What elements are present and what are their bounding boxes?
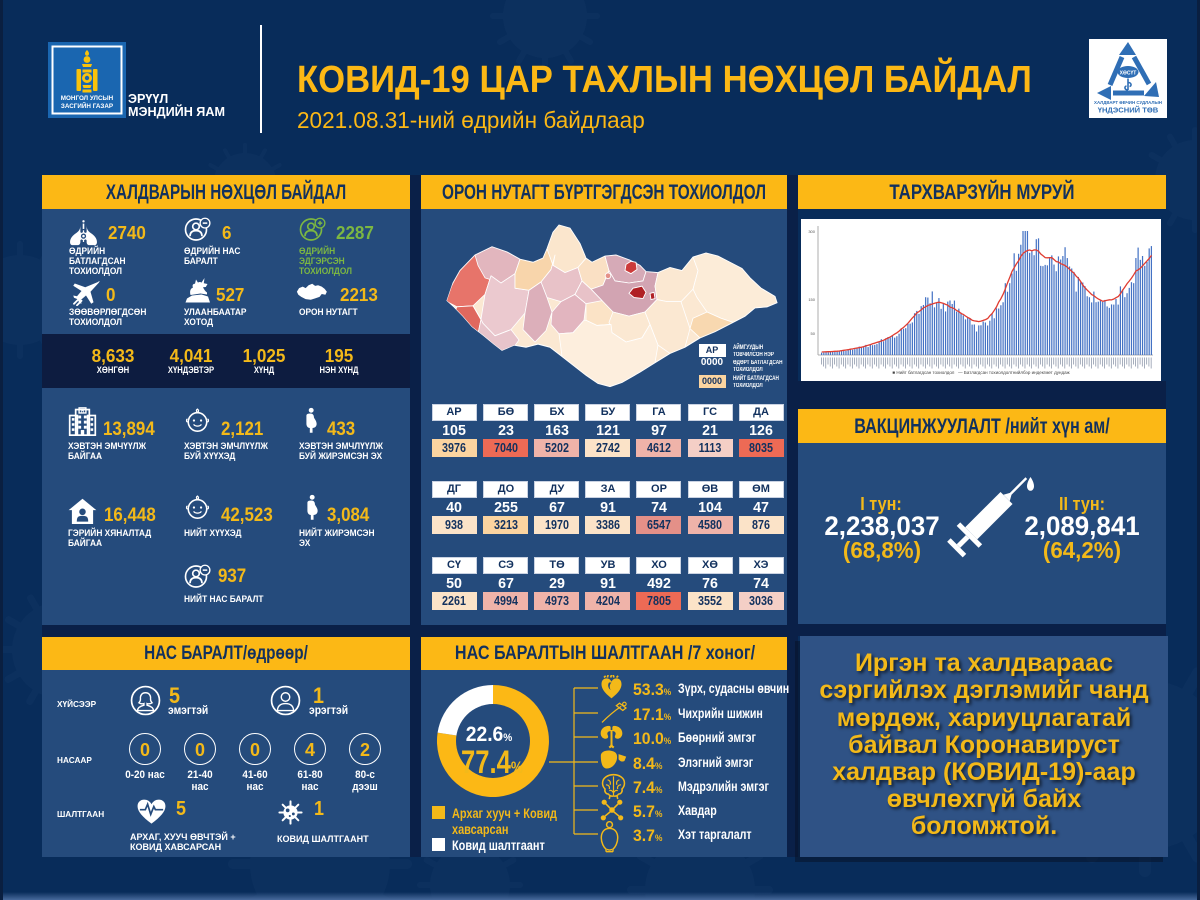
svg-text:50: 50 [811,331,816,336]
svg-text:МОНГОЛ УЛСЫН: МОНГОЛ УЛСЫН [61,95,114,102]
svg-text:ХӨСҮТ: ХӨСҮТ [1120,70,1137,76]
svg-text:300: 300 [808,229,815,234]
svg-text:ХАЛДВАРТ ӨВЧИН СУДЛАЛЫН: ХАЛДВАРТ ӨВЧИН СУДЛАЛЫН [1094,100,1162,105]
svg-text:ЗАСГИЙН ГАЗАР: ЗАСГИЙН ГАЗАР [61,101,113,110]
svg-text:■ Нийт батлагдсан тохиолдол: ■ Нийт батлагдсан тохиолдол — Батлагдсан… [892,369,1069,375]
svg-text:H: H [81,409,84,414]
svg-text:150: 150 [808,297,815,302]
svg-text:ҮНДЭСНИЙ ТӨВ: ҮНДЭСНИЙ ТӨВ [1098,106,1159,115]
